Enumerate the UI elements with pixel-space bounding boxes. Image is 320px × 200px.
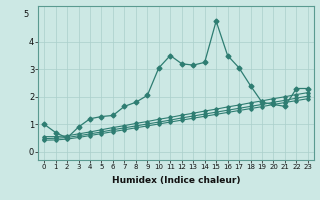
- Text: 5: 5: [23, 10, 29, 19]
- X-axis label: Humidex (Indice chaleur): Humidex (Indice chaleur): [112, 176, 240, 185]
